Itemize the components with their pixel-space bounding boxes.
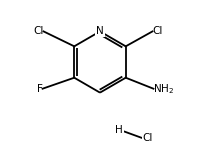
- Text: NH$_2$: NH$_2$: [153, 82, 175, 96]
- Text: Cl: Cl: [152, 26, 163, 36]
- Text: N: N: [96, 26, 104, 36]
- Text: F: F: [37, 84, 43, 94]
- Text: Cl: Cl: [143, 133, 153, 143]
- Text: Cl: Cl: [33, 26, 44, 36]
- Text: H: H: [115, 125, 123, 135]
